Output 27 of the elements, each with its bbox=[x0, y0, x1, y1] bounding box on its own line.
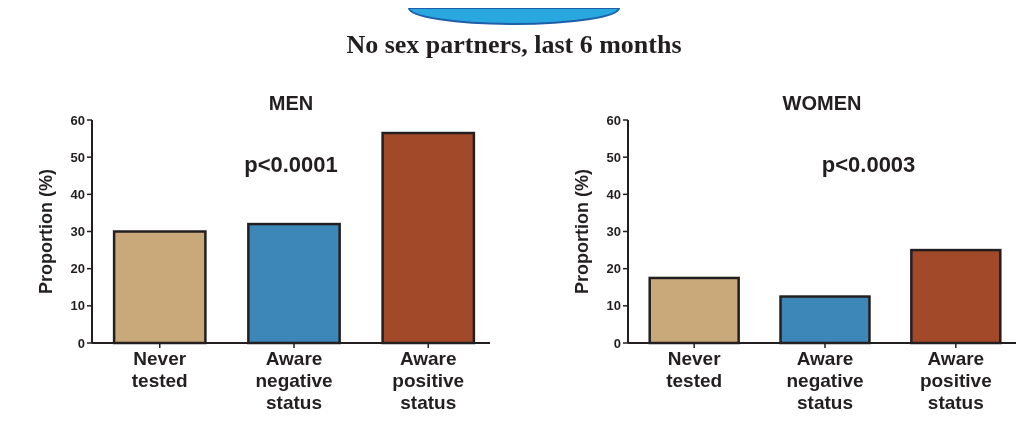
y-tick-label: 0 bbox=[77, 335, 85, 351]
y-tick-label: 20 bbox=[70, 261, 85, 277]
x-tick-label: Aware negative status bbox=[786, 348, 864, 413]
y-tick-label: 10 bbox=[70, 298, 85, 314]
y-tick-label: 40 bbox=[70, 186, 85, 202]
y-tick-label: 30 bbox=[70, 224, 85, 240]
y-axis-title: Proportion (%) bbox=[572, 169, 592, 294]
y-tick-label: 30 bbox=[606, 224, 621, 240]
x-tick-label: Aware negative status bbox=[255, 348, 333, 413]
y-tick-label: 60 bbox=[606, 112, 621, 128]
y-tick-label: 40 bbox=[606, 186, 621, 202]
annotation: p<0.0003 bbox=[821, 152, 916, 178]
y-tick-label: 50 bbox=[70, 149, 85, 165]
x-tick-label: Aware positive status bbox=[392, 348, 465, 413]
x-tick-label: Never tested bbox=[131, 348, 188, 391]
y-tick-label: 60 bbox=[70, 112, 85, 128]
y-tick-label: 10 bbox=[606, 298, 621, 314]
y-tick-label: 50 bbox=[606, 149, 621, 165]
y-tick-label: 20 bbox=[606, 261, 621, 277]
annotation: p<0.0001 bbox=[244, 152, 338, 178]
chart-title: MEN bbox=[268, 92, 314, 114]
y-tick-label: 0 bbox=[613, 335, 621, 351]
x-tick-label: Aware positive status bbox=[919, 348, 992, 413]
y-axis-title: Proportion (%) bbox=[36, 169, 56, 294]
chart-title: WOMEN bbox=[782, 92, 862, 114]
text: No sex partners, last 6 months bbox=[346, 30, 682, 59]
x-tick-label: Never tested bbox=[666, 348, 723, 391]
